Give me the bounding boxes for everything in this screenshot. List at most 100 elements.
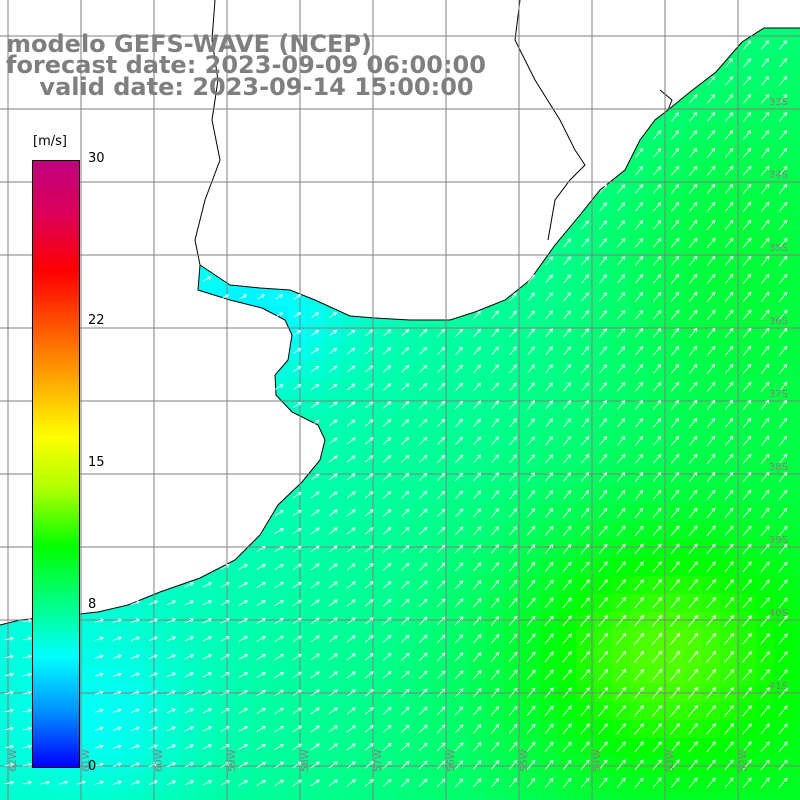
wind-arrow bbox=[706, 777, 716, 789]
border-line bbox=[514, 0, 586, 241]
wind-arrow bbox=[526, 651, 536, 663]
wind-arrow bbox=[238, 582, 248, 588]
wind-arrow bbox=[724, 201, 734, 212]
wind-arrow bbox=[292, 725, 302, 733]
wind-arrow bbox=[562, 633, 572, 645]
wind-arrow bbox=[742, 633, 753, 645]
wind-arrow bbox=[310, 419, 320, 427]
wind-arrow bbox=[562, 489, 572, 500]
wind-arrow bbox=[328, 635, 338, 643]
longitude-label: 58W bbox=[300, 749, 311, 772]
wind-arrow bbox=[617, 364, 626, 374]
wind-arrow bbox=[346, 671, 356, 679]
wind-arrow bbox=[256, 762, 267, 768]
wind-speed-cell bbox=[792, 252, 800, 271]
wind-arrow bbox=[292, 383, 302, 390]
wind-arrow bbox=[580, 633, 590, 645]
latitude-label: 38S bbox=[769, 462, 788, 473]
wind-arrow bbox=[544, 705, 554, 717]
wind-arrow bbox=[670, 237, 680, 248]
wind-arrow bbox=[742, 327, 752, 338]
wind-arrow bbox=[742, 291, 752, 302]
wind-arrow bbox=[473, 436, 482, 446]
wind-arrow bbox=[706, 687, 716, 699]
wind-arrow bbox=[419, 454, 428, 463]
wind-arrow bbox=[166, 726, 176, 732]
wind-arrow bbox=[166, 672, 176, 678]
wind-arrow bbox=[616, 489, 626, 500]
wind-arrow bbox=[652, 579, 662, 591]
wind-arrow bbox=[724, 471, 734, 482]
wind-arrow bbox=[724, 723, 734, 735]
wind-arrow bbox=[418, 706, 428, 716]
wind-arrow bbox=[473, 544, 482, 554]
wind-arrow bbox=[292, 509, 302, 517]
wind-arrow bbox=[688, 525, 698, 537]
wind-arrow bbox=[419, 329, 428, 337]
wind-arrow bbox=[310, 725, 320, 733]
wind-arrow bbox=[616, 650, 627, 663]
wind-arrow bbox=[742, 345, 752, 356]
wind-arrow bbox=[436, 598, 446, 608]
wind-arrow bbox=[742, 183, 752, 194]
wind-speed-cell bbox=[792, 288, 800, 307]
wind-arrow bbox=[112, 762, 122, 767]
wind-arrow bbox=[400, 526, 410, 535]
wind-arrow bbox=[202, 672, 213, 678]
longitude-label: 61W bbox=[81, 749, 92, 772]
wind-arrow bbox=[509, 418, 517, 428]
wind-arrow bbox=[347, 329, 356, 337]
wind-arrow bbox=[634, 686, 645, 699]
wind-arrow bbox=[616, 687, 626, 699]
wind-arrow bbox=[598, 705, 608, 717]
wind-arrow bbox=[670, 147, 680, 158]
wind-arrow bbox=[527, 454, 536, 464]
wind-arrow bbox=[706, 165, 716, 176]
wind-arrow bbox=[598, 741, 608, 753]
wind-arrow bbox=[616, 597, 627, 609]
wind-arrow bbox=[724, 651, 734, 663]
wind-arrow bbox=[526, 543, 536, 554]
wind-speed-cell bbox=[792, 450, 800, 469]
wind-arrow bbox=[616, 543, 626, 555]
wind-arrow bbox=[220, 708, 230, 714]
wind-speed-cell bbox=[792, 630, 800, 649]
wind-arrow bbox=[598, 777, 608, 789]
wind-arrow bbox=[94, 672, 104, 677]
wind-arrow bbox=[688, 309, 698, 320]
wind-arrow bbox=[562, 741, 572, 753]
wind-arrow bbox=[310, 689, 320, 697]
wind-arrow bbox=[581, 328, 589, 338]
wind-arrow bbox=[778, 345, 788, 356]
wind-arrow bbox=[599, 238, 607, 248]
wind-arrow bbox=[599, 418, 608, 428]
wind-arrow bbox=[437, 328, 446, 337]
wind-arrow bbox=[400, 544, 410, 553]
wind-arrow bbox=[688, 561, 698, 573]
wind-arrow bbox=[328, 455, 338, 463]
wind-arrow bbox=[653, 166, 662, 176]
wind-arrow bbox=[562, 525, 572, 536]
wind-arrow bbox=[670, 453, 680, 464]
wind-arrow bbox=[526, 687, 536, 699]
wind-speed-cell bbox=[792, 396, 800, 415]
wind-arrow bbox=[706, 741, 716, 753]
wind-arrow bbox=[580, 507, 590, 518]
wind-arrow bbox=[527, 274, 535, 284]
wind-arrow bbox=[220, 654, 230, 660]
wind-arrow bbox=[724, 183, 734, 194]
wind-arrow bbox=[364, 419, 374, 427]
wind-arrow bbox=[328, 563, 338, 571]
wind-arrow bbox=[563, 382, 572, 392]
wind-arrow bbox=[202, 600, 213, 606]
wind-arrow bbox=[562, 597, 572, 609]
wind-arrow bbox=[670, 363, 680, 374]
latitude-label: 36S bbox=[769, 316, 788, 327]
wind-arrow bbox=[382, 652, 392, 661]
wind-arrow bbox=[688, 327, 698, 338]
wind-arrow bbox=[526, 597, 536, 608]
wind-arrow bbox=[742, 201, 752, 212]
wind-arrow bbox=[292, 545, 302, 553]
wind-speed-cell bbox=[468, 792, 487, 800]
wind-speed-cell bbox=[792, 612, 800, 631]
